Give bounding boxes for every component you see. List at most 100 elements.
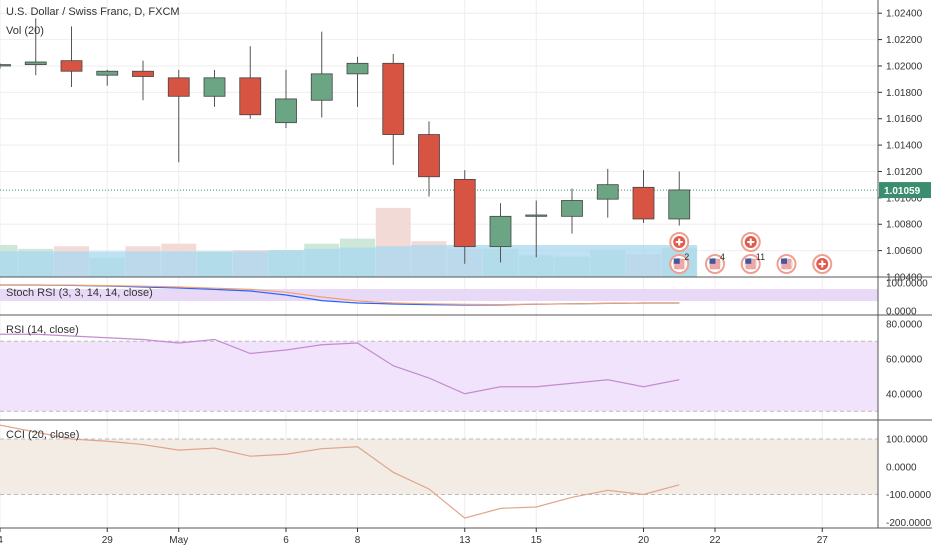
indicator-layer: [0, 284, 878, 519]
price-tick-label: 1.00400: [886, 273, 923, 284]
candle[interactable]: [596, 168, 619, 218]
candle[interactable]: [203, 69, 226, 107]
x-tick-label: 8: [355, 535, 361, 546]
candle[interactable]: [167, 69, 190, 163]
stoch-tick-label: 100.0000: [886, 279, 928, 290]
candle-body[interactable]: [596, 184, 619, 200]
cci-label: CCI (20, close): [6, 429, 79, 441]
candle[interactable]: [668, 171, 691, 226]
us-flag-canton: [673, 258, 680, 264]
candle-body[interactable]: [96, 70, 119, 76]
swiss-cross-v: [749, 238, 752, 246]
price-tick-label: 1.01200: [886, 167, 923, 178]
candle-body[interactable]: [275, 98, 297, 124]
x-tick-label: 13: [459, 535, 471, 546]
cci-line: [0, 424, 680, 519]
candle[interactable]: [132, 60, 154, 101]
event-count-badge: 11: [756, 252, 765, 262]
volume-label: Vol (20): [6, 25, 44, 37]
candle[interactable]: [453, 170, 476, 264]
price-tick-label: 1.00800: [886, 220, 923, 231]
price-tick-label: 1.01000: [886, 193, 923, 204]
last-price-label: 1.01059: [884, 186, 921, 197]
chart-title: U.S. Dollar / Swiss Franc, D, FXCM: [6, 6, 180, 18]
swiss-cross-v: [821, 260, 824, 268]
x-tick-label: 15: [531, 535, 543, 546]
candle[interactable]: [489, 203, 512, 263]
rsi-tick-label: 40.0000: [886, 389, 923, 400]
candle-body[interactable]: [668, 189, 691, 220]
candle-body[interactable]: [346, 62, 369, 75]
cci-tick-label: 100.0000: [886, 435, 928, 446]
candle[interactable]: [561, 188, 583, 234]
last-price-tag: [879, 182, 931, 199]
rsi-tick-label: 60.0000: [886, 354, 923, 365]
swiss-cross-v: [678, 238, 681, 246]
candle-body[interactable]: [561, 200, 583, 217]
candle[interactable]: [310, 31, 333, 118]
candle-body[interactable]: [239, 77, 262, 116]
x-tick-label: 6: [283, 535, 289, 546]
swiss-event-icon[interactable]: [740, 232, 761, 252]
swiss-event-icon[interactable]: [812, 254, 833, 274]
candle-layer[interactable]: [0, 18, 691, 264]
candle-body[interactable]: [167, 77, 190, 97]
candle-body[interactable]: [0, 64, 11, 67]
swiss-event-icon[interactable]: [669, 232, 690, 252]
us-flag-canton: [745, 258, 752, 264]
price-tick-label: 1.02000: [886, 61, 923, 72]
candle[interactable]: [24, 18, 47, 76]
candle[interactable]: [346, 56, 369, 107]
cci-band: [0, 439, 878, 495]
stoch-d-line: [0, 284, 680, 306]
candle[interactable]: [525, 200, 548, 258]
candle-body[interactable]: [310, 73, 333, 101]
us-event-icon[interactable]: [705, 254, 725, 274]
stoch-band: [0, 289, 878, 301]
candle[interactable]: [632, 170, 655, 223]
cci-tick-label: 0.0000: [886, 462, 917, 473]
stoch-tick-label: 0.0000: [886, 307, 917, 318]
rsi-line: [0, 333, 680, 395]
x-tick-label: 29: [102, 535, 114, 546]
candle[interactable]: [239, 46, 262, 119]
rsi-tick-label: 80.0000: [886, 319, 923, 330]
candle-body[interactable]: [132, 70, 154, 77]
candle-body[interactable]: [525, 214, 548, 217]
x-tick-label: 27: [817, 535, 829, 546]
price-tick-label: 1.02200: [886, 35, 923, 46]
candle[interactable]: [60, 26, 83, 88]
us-flag-canton: [781, 258, 787, 264]
rsi-band: [0, 341, 878, 412]
candle-body[interactable]: [24, 61, 47, 66]
event-count-badge: 2: [684, 252, 689, 262]
candle-body[interactable]: [203, 77, 226, 97]
candle[interactable]: [96, 69, 119, 86]
price-tick-label: 1.01800: [886, 88, 923, 99]
price-tick-label: 1.00600: [886, 246, 923, 257]
us-event-icon[interactable]: [776, 254, 797, 274]
us-event-icon[interactable]: [740, 254, 761, 274]
rsi-label: RSI (14, close): [6, 324, 79, 336]
us-event-icon[interactable]: [669, 254, 690, 274]
price-tick-label: 1.01600: [886, 114, 923, 125]
event-count-badge: 4: [720, 252, 725, 262]
candle-body[interactable]: [382, 62, 405, 135]
candle[interactable]: [275, 69, 297, 128]
us-flag-canton: [709, 258, 716, 264]
volume-ma-area: [0, 245, 698, 277]
candle-body[interactable]: [418, 134, 440, 178]
x-tick-label: 22: [709, 535, 721, 546]
candle-body[interactable]: [489, 215, 512, 248]
candle[interactable]: [0, 63, 11, 69]
x-tick-label: 4: [0, 535, 3, 546]
candle-body[interactable]: [632, 186, 655, 220]
event-layer[interactable]: 2 4 11: [669, 232, 833, 274]
candle-body[interactable]: [60, 60, 83, 72]
volume-layer: [0, 207, 698, 277]
candle[interactable]: [418, 121, 440, 197]
candle-body[interactable]: [453, 178, 476, 248]
candle[interactable]: [382, 54, 405, 165]
